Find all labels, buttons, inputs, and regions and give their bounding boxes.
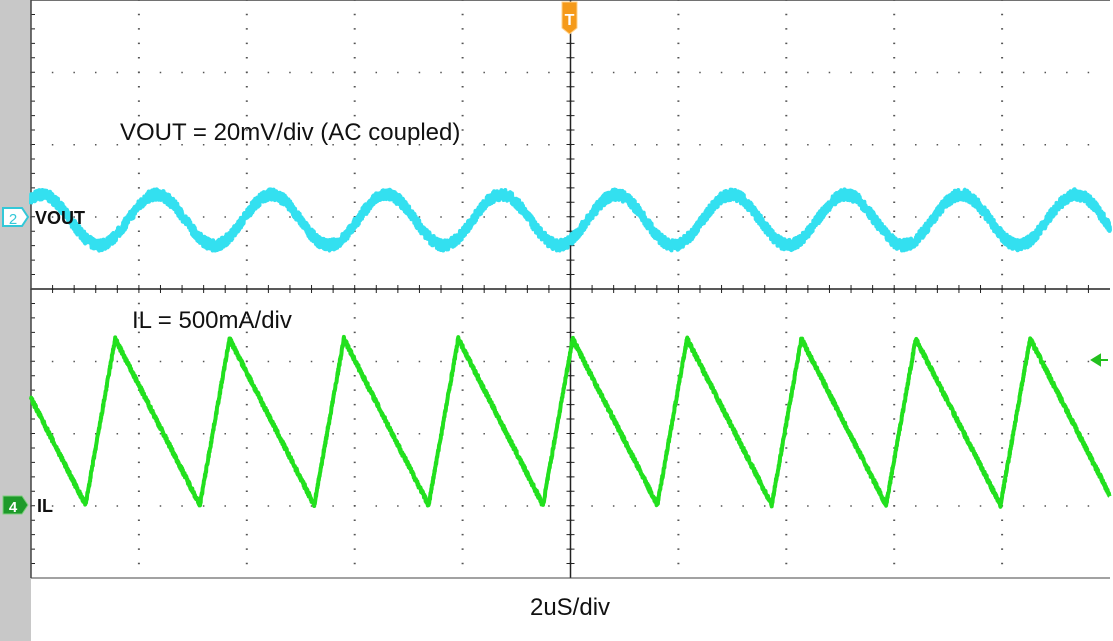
trigger-label: T xyxy=(565,12,575,29)
il-trace xyxy=(29,334,1112,509)
vout-trace xyxy=(29,187,1112,253)
trigger-marker: T xyxy=(561,1,578,35)
il-scale-annotation: IL = 500mA/div xyxy=(132,307,292,334)
ch2-number: 2 xyxy=(9,211,17,228)
ch4-number: 4 xyxy=(9,499,18,516)
vout-scale-annotation: VOUT = 20mV/div (AC coupled) xyxy=(120,119,460,146)
left-strip xyxy=(0,0,31,641)
ch2-marker: 2 xyxy=(2,207,30,228)
vout-channel-label: VOUT xyxy=(35,208,85,228)
ch4-marker: 4 xyxy=(2,495,29,516)
il-channel-label: IL xyxy=(37,496,53,516)
trigger-level-arrow-icon xyxy=(1090,353,1108,367)
traces xyxy=(29,187,1112,509)
x-axis-label: 2uS/div xyxy=(530,594,610,621)
grid xyxy=(30,0,1110,579)
